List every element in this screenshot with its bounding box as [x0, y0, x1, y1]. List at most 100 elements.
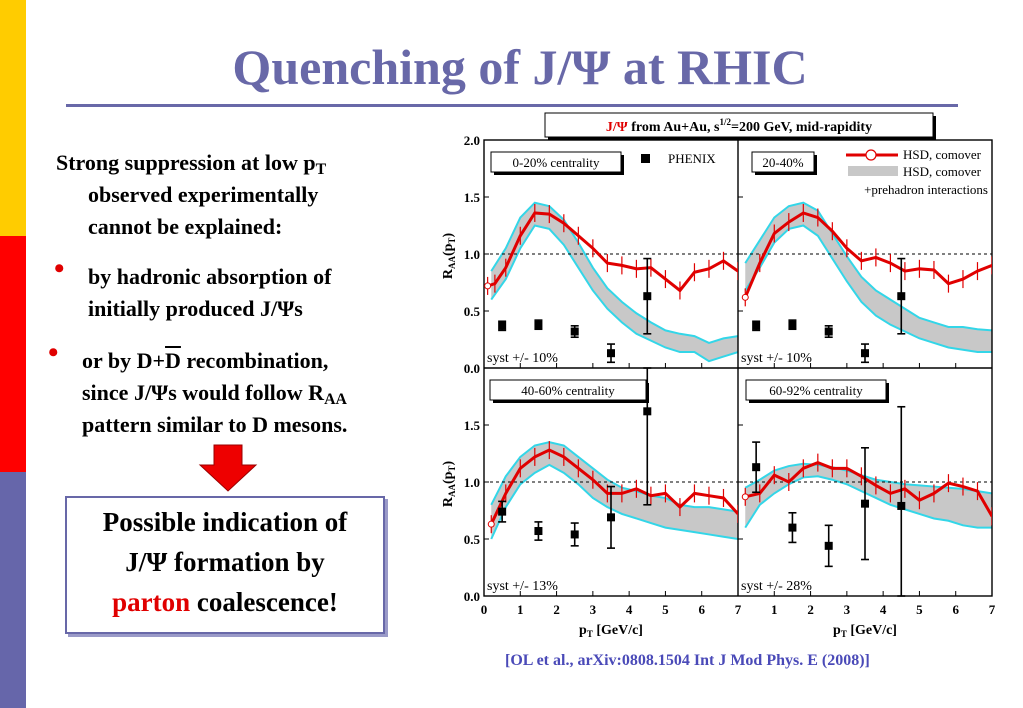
x-tick-label-0-3: 3 [590, 602, 597, 617]
y-tick-label-1-3: 1.5 [464, 418, 481, 433]
y-tick-label-0-0: 0.0 [464, 361, 480, 376]
x-tick-label-0-6: 6 [698, 602, 705, 617]
x-tick-label-0-4: 4 [626, 602, 633, 617]
phenix-point-2-3 [607, 513, 615, 522]
phenix-point-0-3 [607, 349, 615, 358]
conclusion-line-2: J/Ψ formation by [125, 547, 325, 577]
panel-syst-2: syst +/- 13% [487, 579, 558, 594]
intro-line-3: cannot be explained: [88, 214, 283, 239]
hsd-band-upper-edge-3 [744, 462, 992, 495]
chart-header-box [544, 112, 934, 138]
phenix-point-2-1 [534, 527, 543, 536]
x-tick-label-1-1: 1 [771, 602, 778, 617]
hsd-band-0 [491, 202, 738, 362]
y-axis-t-1: T [447, 466, 457, 472]
phenix-point-1-1 [788, 320, 797, 329]
panel-label-box-1 [751, 151, 815, 173]
phenix-point-0-2 [570, 327, 579, 336]
x-tick-label-1-2: 2 [807, 602, 814, 617]
legend-hsd-line-label: HSD, comover [903, 147, 982, 162]
phenix-point-1-2 [824, 327, 833, 336]
hsd-band-lower-edge-0 [490, 224, 738, 363]
hsd-band-lower-edge-1 [744, 224, 992, 354]
phenix-point-2-0 [498, 507, 507, 516]
conclusion-red-word: parton [112, 587, 191, 617]
legend-hsd-band-swatch [848, 166, 898, 176]
hsd-band-2 [491, 442, 738, 539]
panel-label-1: 20-40% [762, 155, 803, 170]
panel-label-box-2 [489, 379, 647, 401]
x-axis-title-0: pT [GeV/c] [579, 623, 643, 639]
phenix-point-3-0 [752, 463, 761, 472]
bullet-2-line-2-text: since J/Ψs would follow R [82, 380, 325, 405]
y-tick-label-0-4: 2.0 [464, 133, 480, 148]
legend-phenix-label: PHENIX [668, 151, 716, 166]
x-tick-label-0-7: 7 [735, 602, 742, 617]
panel-syst-0: syst +/- 10% [487, 351, 558, 366]
bullet-1-line-1: by hadronic absorption of [88, 264, 332, 289]
hsd-band-3 [745, 463, 992, 528]
phenix-point-2-2 [570, 530, 579, 539]
phenix-point-3-1 [788, 523, 797, 532]
x-axis-p-0: p [579, 623, 587, 638]
bullet-2-line-1: or by D+D recombination, [82, 346, 328, 376]
panel-syst-3: syst +/- 28% [741, 579, 812, 594]
sidebar-red-block [0, 236, 26, 472]
chart-header-rest: from Au+Au, s [628, 120, 720, 135]
legend-hsd-band-label-2: +prehadron interactions [864, 182, 988, 197]
x-tick-label-0-2: 2 [553, 602, 560, 617]
hsd-band-upper-edge-1 [744, 201, 992, 332]
conclusion-tail: coalescence! [190, 587, 338, 617]
chart-header-jpsi: J/Ψ [606, 120, 628, 135]
hsd-band-upper-edge-0 [490, 201, 738, 344]
bullet-2-line-2-sub: AA [324, 390, 347, 408]
phenix-point-3-4 [897, 501, 906, 510]
y-axis-t-0: T [447, 238, 457, 244]
hsd-band-1 [745, 202, 992, 353]
bullet-2-line-2: since J/Ψs would follow RAA [82, 378, 347, 415]
hsd-band-upper-edge-2 [490, 441, 738, 513]
dbar-symbol: D [165, 348, 181, 373]
panel-syst-1: syst +/- 10% [741, 351, 812, 366]
y-axis-aa-1: AA [447, 484, 457, 497]
panel-label-2: 40-60% centrality [521, 383, 615, 398]
phenix-point-3-3 [861, 499, 869, 508]
x-tick-label-1-7: 7 [989, 602, 996, 617]
chart-labels-layer: 0-20% centrality syst +/- 10% 20-40% syst +… [441, 112, 996, 639]
panel-label-3: 60-92% centrality [769, 383, 863, 398]
y-tick-label-1-0: 0.0 [464, 589, 480, 604]
y-tick-label-0-3: 1.5 [464, 190, 481, 205]
x-axis-unit-1: [GeV/c] [847, 623, 897, 638]
chart-header: J/Ψ from Au+Au, s1/2=200 GeV, mid-rapidi… [606, 117, 872, 135]
bullet-1-dot: • [54, 252, 65, 285]
bullet-2-line-3: pattern similar to D mesons. [82, 412, 348, 437]
hsd-lines-layer [484, 203, 992, 534]
panel-label-box-0 [490, 151, 622, 173]
raa-chart: 0-20% centrality syst +/- 10% 20-40% syst +… [441, 112, 996, 639]
y-tick-label-1-1: 0.5 [464, 532, 481, 547]
x-axis-t-0: T [587, 629, 593, 639]
y-axis-arg-1: (p [441, 471, 456, 484]
conclusion-line-1: Possible indication of [102, 507, 348, 537]
hsd-first-marker-2 [487, 520, 495, 528]
intro-line-1-sub: T [315, 160, 327, 178]
hsd-line-1 [743, 211, 992, 298]
y-tick-label-0-1: 0.5 [464, 304, 481, 319]
x-tick-label-1-5: 5 [916, 602, 923, 617]
y-axis-close-1: ) [441, 461, 456, 466]
sidebar-yellow-block [0, 0, 26, 236]
phenix-point-3-2 [824, 541, 833, 550]
phenix-point-0-4 [643, 292, 652, 301]
x-tick-label-1-3: 3 [844, 602, 851, 617]
phenix-point-1-3 [861, 349, 869, 358]
x-axis-p-1: p [833, 623, 841, 638]
hsd-first-marker-1 [741, 293, 749, 301]
panel-frames-layer [483, 139, 993, 597]
bullet-2-text-b: recombination, [180, 348, 329, 373]
y-axis-r-0: R [441, 268, 456, 279]
phenix-point-1-0 [752, 321, 761, 330]
y-axis-arg-0: (p [441, 243, 456, 256]
phenix-points-layer [498, 257, 906, 597]
sidebar-blue-block [0, 472, 26, 708]
y-axis-title-0: RAA(pT) [441, 233, 457, 280]
